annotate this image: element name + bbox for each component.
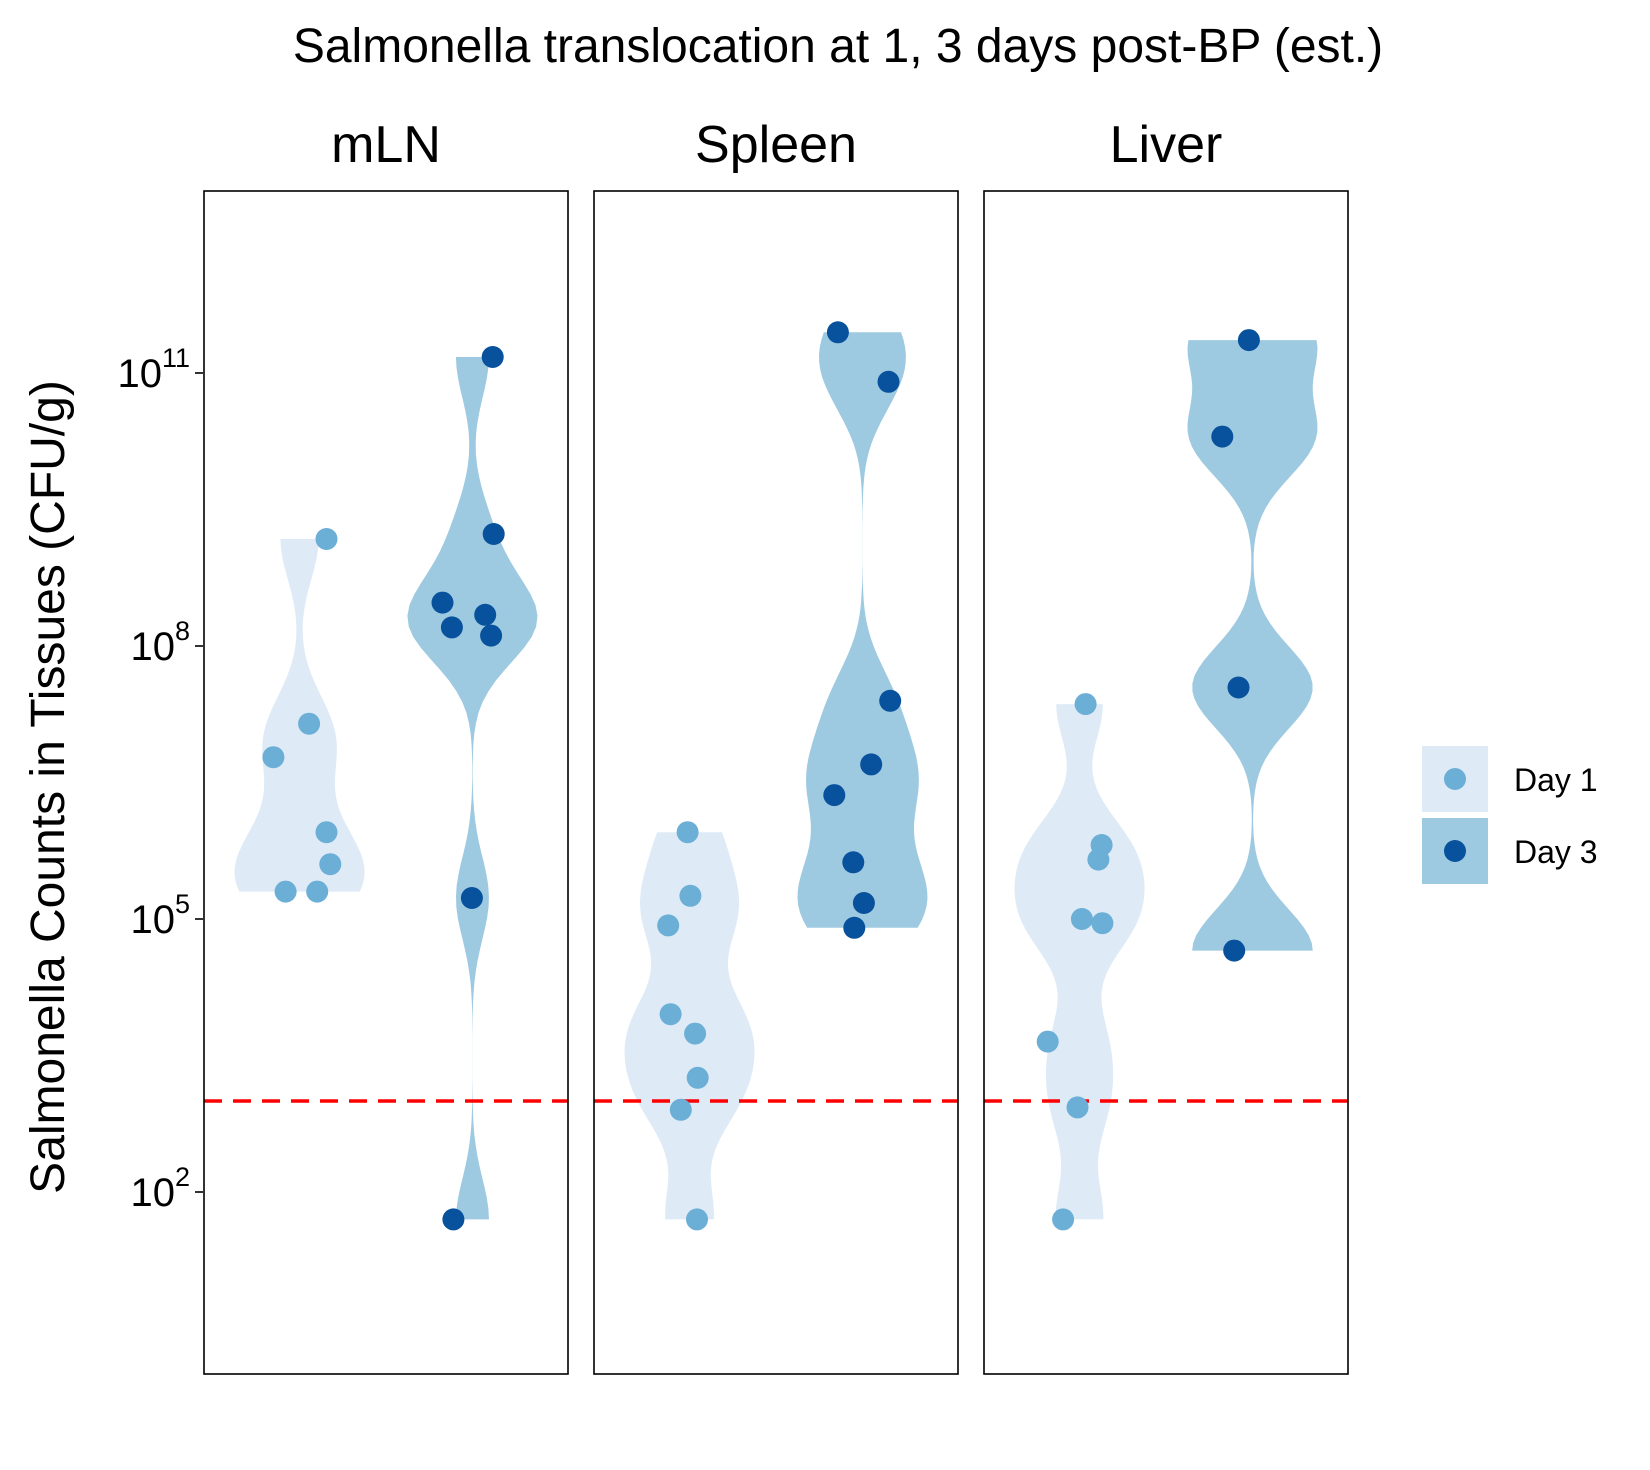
y-axis: 102 105 108 1011: [117, 343, 204, 1215]
point-mln-day-3-0: [481, 346, 504, 368]
point-spleen-day-3-3: [860, 753, 883, 776]
point-spleen-day-1-5: [686, 1066, 709, 1089]
point-liver-day-1-7: [1052, 1208, 1075, 1231]
point-spleen-day-3-0: [826, 321, 849, 344]
y-tick-label-1: 105: [130, 889, 190, 942]
point-liver-day-3-0: [1237, 329, 1260, 352]
point-liver-day-1-0: [1074, 693, 1097, 716]
legend-label-day-3: Day 3: [1514, 834, 1598, 870]
panel-liver: Liver: [983, 116, 1349, 1375]
panel-frame-liver: [983, 190, 1349, 1375]
point-liver-day-3-2: [1227, 676, 1250, 699]
point-mln-day-3-4: [440, 616, 463, 639]
point-mln-day-1-6: [306, 880, 329, 903]
point-mln-day-3-6: [460, 887, 483, 909]
point-spleen-day-1-3: [659, 1003, 682, 1026]
panel-label-spleen: Spleen: [695, 116, 857, 174]
violin-mln-day-3: [407, 357, 538, 1220]
point-spleen-day-1-2: [657, 914, 680, 937]
point-mln-day-1-0: [315, 528, 338, 550]
point-spleen-day-3-7: [843, 916, 866, 939]
point-spleen-day-1-0: [676, 821, 699, 844]
point-liver-day-3-1: [1211, 425, 1234, 448]
point-spleen-day-3-5: [842, 851, 865, 874]
legend: Day 1 Day 3: [1422, 746, 1598, 884]
point-mln-day-1-1: [298, 712, 321, 735]
panels: mLN Spleen Liver: [203, 116, 1349, 1375]
legend-point-day-1: [1444, 768, 1466, 790]
violin-liver-day-1: [1014, 704, 1145, 1220]
legend-point-day-3: [1444, 840, 1466, 862]
point-liver-day-1-4: [1091, 912, 1114, 935]
violin-spleen-day-3: [797, 332, 928, 928]
point-liver-day-1-3: [1070, 908, 1093, 930]
y-tick-label-0: 102: [130, 1162, 190, 1215]
point-spleen-day-1-6: [669, 1098, 692, 1121]
y-tick-label-3: 1011: [117, 343, 190, 396]
point-mln-day-1-2: [262, 746, 285, 769]
point-liver-day-3-3: [1223, 939, 1246, 962]
panel-spleen: Spleen: [593, 116, 959, 1375]
point-spleen-day-3-2: [879, 689, 902, 712]
point-spleen-day-1-1: [679, 884, 702, 907]
violin-liver-day-3: [1187, 340, 1318, 951]
violin-mln-day-1: [234, 539, 365, 892]
panel-label-liver: Liver: [1110, 116, 1223, 174]
y-axis-label: Salmonella Counts in Tissues (CFU/g): [22, 380, 75, 1194]
point-mln-day-3-1: [482, 523, 505, 545]
point-mln-day-3-2: [431, 591, 454, 614]
point-spleen-day-1-4: [684, 1022, 707, 1045]
point-liver-day-1-5: [1036, 1030, 1059, 1053]
point-mln-day-1-4: [319, 853, 342, 876]
point-mln-day-1-5: [274, 880, 297, 903]
panel-mln: mLN: [203, 116, 569, 1375]
point-spleen-day-3-4: [823, 784, 846, 807]
point-spleen-day-3-1: [877, 370, 900, 393]
point-mln-day-3-7: [442, 1208, 465, 1231]
point-mln-day-3-3: [474, 603, 497, 626]
point-liver-day-1-6: [1066, 1096, 1089, 1119]
point-mln-day-1-3: [315, 821, 338, 844]
panel-label-mln: mLN: [331, 116, 441, 174]
panel-frame-spleen: [593, 190, 959, 1375]
legend-label-day-1: Day 1: [1514, 762, 1598, 798]
point-spleen-day-3-6: [852, 892, 875, 914]
point-mln-day-3-5: [480, 624, 503, 647]
panel-frame-mln: [203, 190, 569, 1375]
point-liver-day-1-2: [1087, 848, 1110, 871]
point-spleen-day-1-7: [686, 1208, 708, 1231]
chart-title: Salmonella translocation at 1, 3 days po…: [293, 20, 1383, 73]
y-tick-label-2: 108: [130, 616, 190, 669]
